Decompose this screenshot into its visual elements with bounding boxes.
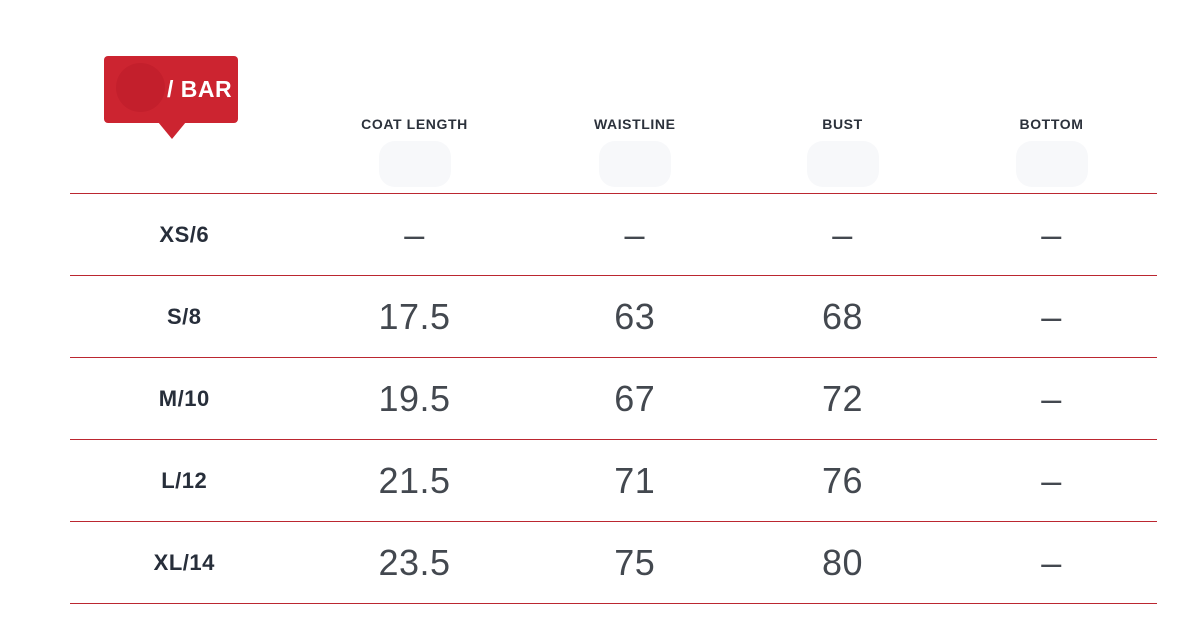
column-header: COAT LENGTH — [361, 116, 468, 132]
value-cell: 68 — [821, 295, 864, 337]
value-cell: – — [1041, 295, 1062, 337]
value-cell: – — [1041, 541, 1062, 583]
size-cell: M/10 — [158, 385, 210, 411]
measurement-icon — [806, 141, 879, 187]
value-cell: 71 — [614, 459, 656, 501]
value-cell: – — [832, 213, 853, 255]
header-cell-coat-length: COAT LENGTH — [299, 100, 531, 193]
header-cell-size — [70, 100, 299, 193]
badge-pointer — [158, 122, 186, 139]
brand-badge: / BAR — [104, 56, 238, 139]
header-cell-bust: BUST — [739, 100, 946, 193]
value-cell: – — [624, 213, 646, 255]
value-cell: 67 — [614, 377, 656, 419]
header-cell-waistline: WAISTLINE — [531, 100, 740, 193]
value-cell: 19.5 — [378, 377, 451, 419]
table-header-row: COAT LENGTH WAISTLINE BUST BOTTOM — [70, 100, 1157, 193]
value-cell: 76 — [821, 459, 864, 501]
size-cell: XS/6 — [159, 221, 210, 247]
value-cell: 75 — [614, 541, 656, 583]
value-cell: 21.5 — [378, 459, 451, 501]
value-cell: – — [404, 213, 425, 255]
value-cell: 23.5 — [378, 541, 451, 583]
value-cell: 80 — [821, 541, 864, 583]
badge-label: / BAR — [167, 76, 233, 102]
measurement-icon — [378, 141, 451, 187]
table-row: S/8 17.5 63 68 – — [70, 275, 1157, 357]
value-cell: – — [1041, 459, 1062, 501]
measurement-icon — [598, 141, 671, 187]
size-cell: L/12 — [161, 467, 208, 493]
table-row: XL/14 23.5 75 80 – — [70, 521, 1157, 603]
table-row: XS/6 – – – – — [70, 193, 1157, 275]
table-row: M/10 19.5 67 72 – — [70, 357, 1157, 439]
measurement-icon — [1015, 141, 1088, 187]
value-cell: 17.5 — [378, 295, 451, 337]
column-header: WAISTLINE — [593, 116, 676, 132]
column-header: BUST — [822, 116, 863, 132]
value-cell: 72 — [821, 377, 864, 419]
table-body: XS/6 – – – – S/8 17.5 63 68 – M/10 19.5 … — [70, 193, 1157, 604]
table-row: L/12 21.5 71 76 – — [70, 439, 1157, 521]
size-cell: XL/14 — [153, 549, 215, 575]
brand-logo-circle-icon — [116, 63, 165, 112]
column-header: BOTTOM — [1019, 116, 1084, 132]
value-cell: – — [1041, 213, 1062, 255]
size-chart-table: COAT LENGTH WAISTLINE BUST BOTTOM XS/6 –… — [70, 100, 1157, 604]
value-cell: – — [1041, 377, 1062, 419]
header-cell-bottom: BOTTOM — [946, 100, 1157, 193]
size-cell: S/8 — [166, 303, 202, 329]
value-cell: 63 — [614, 295, 656, 337]
